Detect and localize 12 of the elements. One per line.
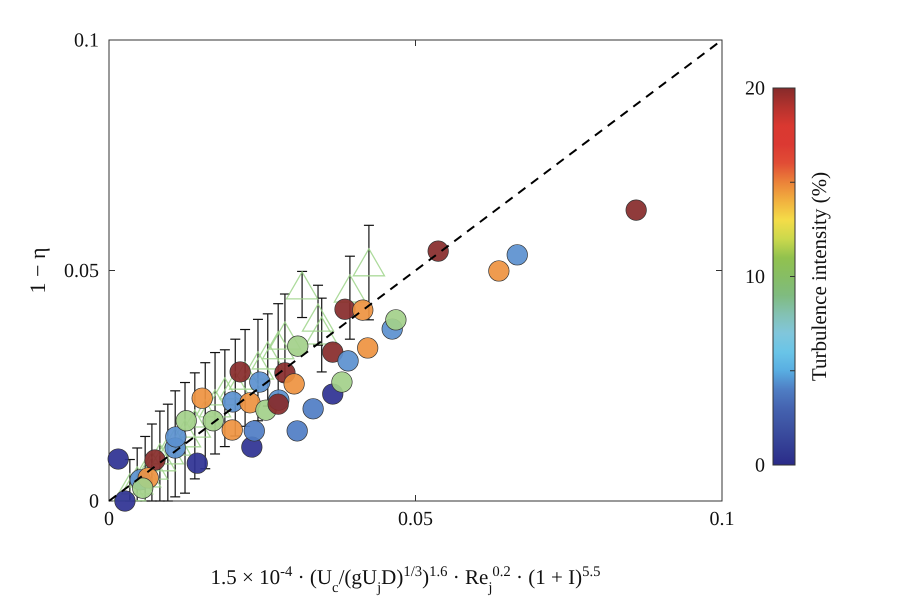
color-bar-label: 20 [745, 77, 765, 100]
y-tick-label: 0.1 [74, 29, 99, 52]
color-bar-label: 0 [755, 454, 765, 476]
x-tick-label: 0.1 [710, 508, 734, 530]
x-tick-label: 0 [104, 508, 114, 530]
y-axis-title: 1 − η [25, 248, 50, 294]
y-tick-label: 0.05 [64, 260, 99, 282]
y-tick-label: 0 [89, 490, 99, 512]
color-bar-label: 10 [745, 266, 765, 288]
text: 1.5 × 10$^{-4}$ · (U$_{c}$/(gU$_{j}$D)$^{1/3}$)$^{1.6}$ · Re$_{j}$$^{0.2}$ · (1 + I)$^{5.5}$ [210, 564, 600, 596]
color-bar-title: Turbulence intensity (%) [807, 172, 831, 382]
x-tick-label: 0.05 [398, 508, 433, 530]
